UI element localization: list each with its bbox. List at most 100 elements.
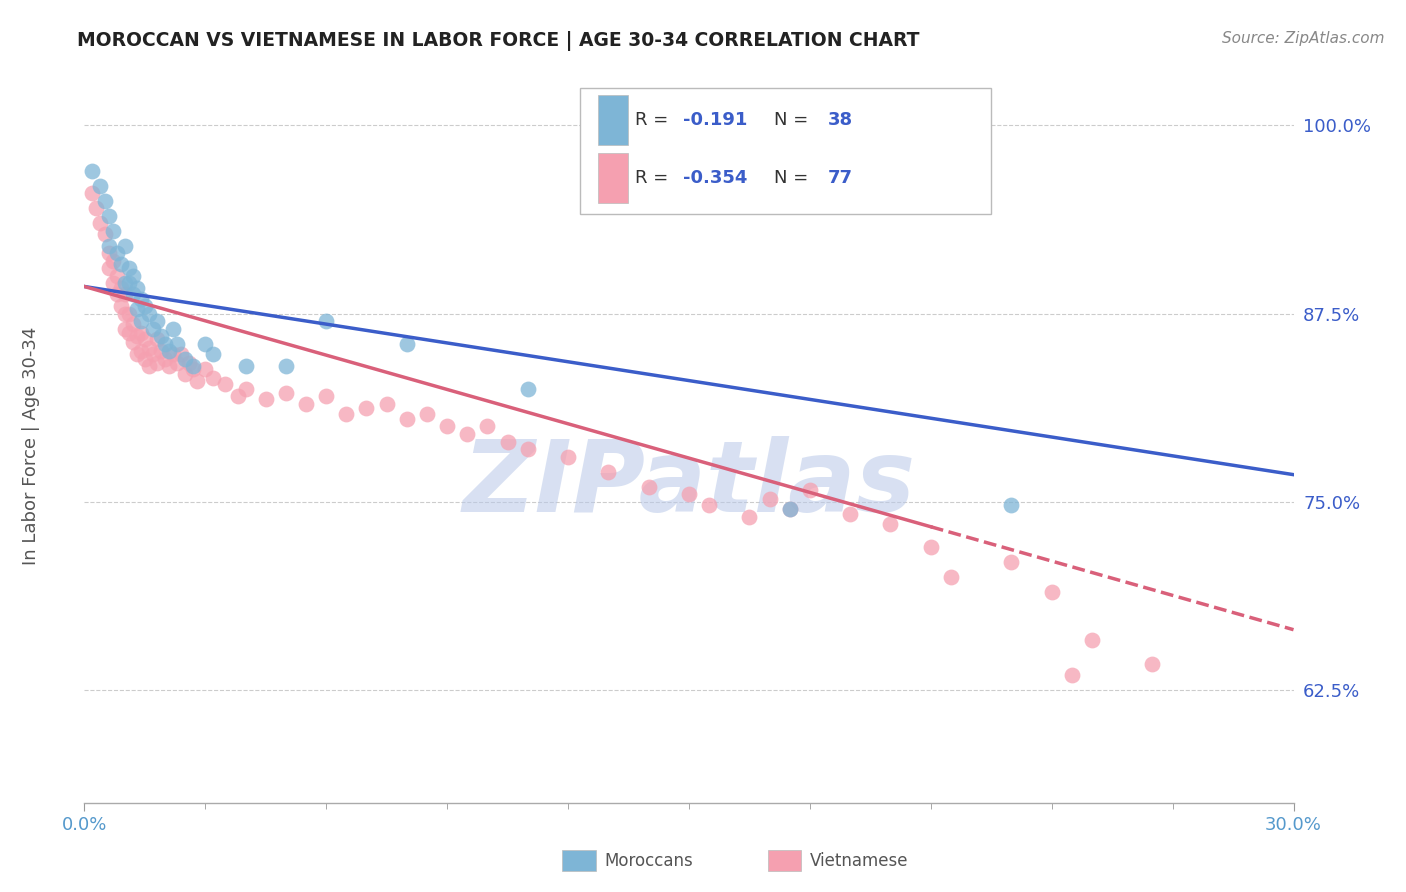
Point — [114, 321, 136, 335]
Point — [125, 347, 148, 361]
Point — [157, 359, 180, 374]
Point — [235, 359, 257, 374]
Point — [118, 277, 141, 291]
Point — [157, 344, 180, 359]
FancyBboxPatch shape — [599, 95, 628, 145]
Point — [110, 257, 132, 271]
Point — [194, 362, 217, 376]
Point — [335, 408, 357, 422]
Point — [97, 246, 120, 260]
Point — [557, 450, 579, 464]
Point — [118, 307, 141, 321]
Text: -0.354: -0.354 — [683, 169, 747, 186]
Point — [82, 163, 104, 178]
Point — [202, 347, 225, 361]
Point — [97, 239, 120, 253]
Point — [138, 359, 160, 374]
Point — [125, 329, 148, 343]
Point — [436, 419, 458, 434]
Point — [105, 246, 128, 260]
Point — [134, 299, 156, 313]
Point — [166, 336, 188, 351]
Point — [516, 442, 538, 456]
Point — [97, 209, 120, 223]
Point — [118, 326, 141, 341]
Point — [779, 502, 801, 516]
Point — [121, 335, 143, 350]
Point — [82, 186, 104, 201]
Point — [138, 341, 160, 355]
Point — [375, 397, 398, 411]
FancyBboxPatch shape — [581, 87, 991, 214]
Point — [598, 465, 620, 479]
Point — [356, 401, 378, 416]
Point — [101, 254, 124, 268]
Point — [153, 351, 176, 366]
Point — [129, 326, 152, 341]
Text: MOROCCAN VS VIETNAMESE IN LABOR FORCE | AGE 30-34 CORRELATION CHART: MOROCCAN VS VIETNAMESE IN LABOR FORCE | … — [77, 31, 920, 51]
Point — [149, 344, 172, 359]
Point — [202, 371, 225, 385]
Text: Vietnamese: Vietnamese — [810, 852, 908, 870]
Point — [146, 314, 169, 328]
Text: -0.191: -0.191 — [683, 111, 747, 129]
Text: R =: R = — [634, 169, 673, 186]
Point — [254, 392, 277, 407]
Point — [516, 382, 538, 396]
Point — [779, 502, 801, 516]
Point — [758, 491, 780, 506]
Point — [89, 178, 111, 193]
Point — [162, 347, 184, 361]
Text: N =: N = — [773, 111, 814, 129]
Point — [194, 336, 217, 351]
Point — [105, 268, 128, 283]
Point — [1000, 555, 1022, 569]
Point — [121, 287, 143, 301]
Text: ZIPatlas: ZIPatlas — [463, 436, 915, 533]
Point — [114, 239, 136, 253]
Point — [174, 351, 197, 366]
Point — [1060, 668, 1083, 682]
Point — [395, 336, 418, 351]
Point — [174, 367, 197, 381]
Point — [274, 386, 297, 401]
Point — [214, 377, 236, 392]
Point — [395, 412, 418, 426]
Point — [105, 287, 128, 301]
Point — [170, 347, 193, 361]
Point — [226, 389, 249, 403]
Point — [697, 498, 720, 512]
Point — [162, 321, 184, 335]
Point — [153, 336, 176, 351]
Point — [939, 570, 962, 584]
Point — [920, 540, 942, 554]
Point — [129, 292, 152, 306]
Point — [114, 307, 136, 321]
Point — [477, 419, 499, 434]
Point — [274, 359, 297, 374]
Point — [1000, 498, 1022, 512]
Point — [129, 344, 152, 359]
Point — [125, 281, 148, 295]
Text: N =: N = — [773, 169, 814, 186]
Point — [166, 356, 188, 370]
Point — [637, 480, 659, 494]
FancyBboxPatch shape — [768, 850, 801, 871]
Point — [134, 351, 156, 366]
Point — [121, 268, 143, 283]
Point — [146, 332, 169, 346]
Point — [125, 302, 148, 317]
Point — [97, 261, 120, 276]
Point — [496, 434, 519, 449]
Text: Moroccans: Moroccans — [605, 852, 693, 870]
FancyBboxPatch shape — [599, 153, 628, 203]
Point — [149, 329, 172, 343]
Point — [315, 314, 337, 328]
Point — [110, 299, 132, 313]
Text: 77: 77 — [828, 169, 853, 186]
Point — [879, 517, 901, 532]
Point — [121, 317, 143, 331]
Point — [678, 487, 700, 501]
Point — [110, 281, 132, 295]
Text: 38: 38 — [828, 111, 853, 129]
